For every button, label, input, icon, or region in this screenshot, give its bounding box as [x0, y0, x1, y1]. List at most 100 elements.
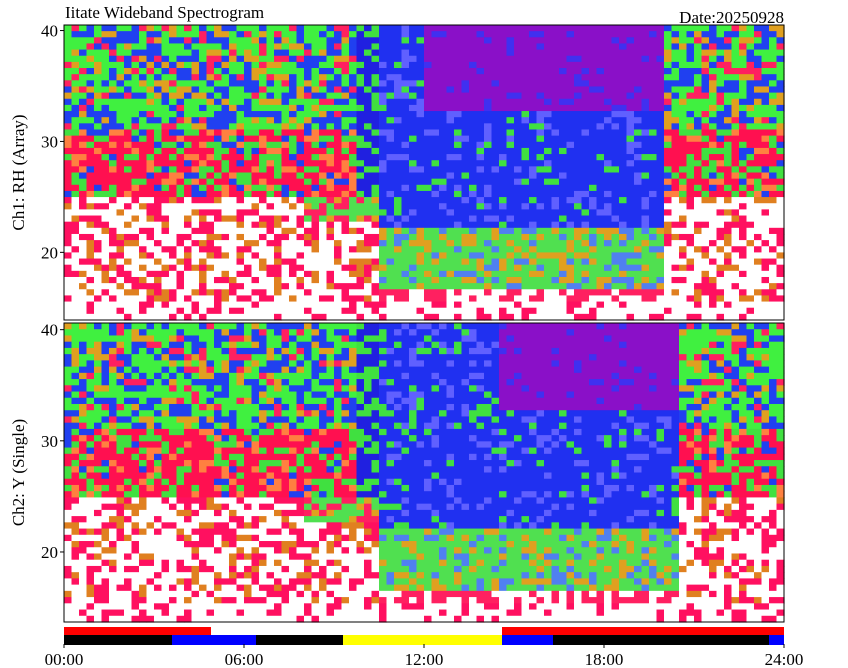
- spectrogram-cell: [754, 209, 763, 217]
- spectrogram-cell: [296, 43, 305, 51]
- spectrogram-cell: [94, 221, 103, 229]
- spectrogram-cell: [761, 68, 770, 75]
- spectrogram-cell: [589, 283, 598, 290]
- spectrogram-cell: [731, 61, 740, 69]
- spectrogram-cell: [619, 252, 628, 260]
- spectrogram-cell: [251, 203, 260, 210]
- spectrogram-cell: [454, 98, 463, 106]
- spectrogram-cell: [101, 360, 110, 368]
- spectrogram-cell: [124, 135, 133, 143]
- spectrogram-cell: [521, 92, 530, 100]
- spectrogram-cell: [274, 92, 283, 100]
- spectrogram-cell: [124, 258, 133, 266]
- spectrogram-cell: [476, 104, 485, 112]
- spectrogram-cell: [236, 178, 245, 186]
- spectrogram-cell: [259, 221, 268, 229]
- spectrogram-cell: [386, 74, 395, 81]
- spectrogram-cell: [101, 215, 110, 223]
- spectrogram-cell: [446, 209, 455, 217]
- spectrogram-cell: [71, 447, 80, 455]
- spectrogram-cell: [94, 197, 103, 204]
- spectrogram-cell: [701, 49, 710, 57]
- spectrogram-cell: [386, 25, 395, 32]
- spectrogram-cell: [259, 203, 268, 210]
- spectrogram-cell: [709, 252, 718, 260]
- spectrogram-cell: [454, 178, 463, 186]
- spectrogram-cell: [596, 104, 605, 112]
- spectrogram-cell: [701, 80, 710, 88]
- spectrogram-cell: [356, 129, 365, 137]
- spectrogram-cell: [364, 111, 373, 118]
- spectrogram-cell: [169, 68, 178, 75]
- spectrogram-cell: [499, 61, 508, 69]
- spectrogram-cell: [341, 117, 350, 124]
- spectrogram-cell: [596, 55, 605, 63]
- spectrogram-cell: [364, 160, 373, 167]
- spectrogram-cell: [739, 184, 748, 192]
- spectrogram-cell: [484, 166, 493, 174]
- spectrogram-cell: [431, 92, 440, 100]
- spectrogram-cell: [574, 61, 583, 69]
- spectrogram-cell: [251, 233, 260, 241]
- spectrogram-cell: [709, 117, 718, 124]
- spectrogram-cell: [409, 258, 418, 266]
- spectrogram-cell: [266, 276, 275, 284]
- spectrogram-cell: [611, 49, 620, 57]
- spectrogram-cell: [214, 135, 223, 143]
- spectrogram-cell: [349, 86, 358, 94]
- spectrogram-cell: [671, 203, 680, 210]
- spectrogram-cell: [461, 98, 470, 106]
- spectrogram-cell: [371, 98, 380, 106]
- spectrogram-cell: [86, 385, 95, 393]
- spectrogram-cell: [694, 221, 703, 229]
- spectrogram-cell: [746, 307, 755, 315]
- spectrogram-cell: [319, 86, 328, 94]
- spectrogram-cell: [431, 31, 440, 38]
- spectrogram-cell: [709, 92, 718, 100]
- spectrogram-cell: [746, 270, 755, 278]
- spectrogram-cell: [754, 301, 763, 309]
- spectrogram-cell: [679, 233, 688, 241]
- spectrogram-cell: [739, 307, 748, 315]
- spectrogram-cell: [379, 190, 388, 198]
- spectrogram-cell: [214, 215, 223, 223]
- spectrogram-cell: [176, 252, 185, 260]
- spectrogram-cell: [191, 283, 200, 290]
- spectrogram-cell: [161, 209, 170, 217]
- spectrogram-cell: [386, 246, 395, 253]
- spectrogram-cell: [611, 68, 620, 75]
- spectrogram-cell: [409, 203, 418, 210]
- spectrogram-cell: [131, 55, 140, 63]
- spectrogram-cell: [694, 295, 703, 303]
- spectrogram-cell: [154, 80, 163, 88]
- spectrogram-cell: [701, 190, 710, 198]
- spectrogram-cell: [724, 147, 733, 155]
- spectrogram-cell: [214, 221, 223, 229]
- spectrogram-cell: [476, 61, 485, 69]
- spectrogram-cell: [641, 61, 650, 69]
- spectrogram-cell: [641, 264, 650, 272]
- spectrogram-cell: [356, 227, 365, 235]
- spectrogram-cell: [296, 221, 305, 229]
- spectrogram-cell: [71, 264, 80, 272]
- spectrogram-cell: [334, 258, 343, 266]
- spectrogram-cell: [131, 147, 140, 155]
- spectrogram-cell: [364, 135, 373, 143]
- spectrogram-cell: [116, 68, 125, 75]
- spectrogram-cell: [491, 160, 500, 167]
- spectrogram-cell: [341, 43, 350, 51]
- spectrogram-cell: [476, 166, 485, 174]
- spectrogram-cell: [619, 221, 628, 229]
- spectrogram-cell: [401, 135, 410, 143]
- spectrogram-cell: [199, 240, 208, 247]
- spectrogram-cell: [686, 215, 695, 223]
- spectrogram-cell: [274, 154, 283, 161]
- spectrogram-cell: [116, 209, 125, 217]
- spectrogram-cell: [551, 270, 560, 278]
- spectrogram-cell: [589, 172, 598, 180]
- spectrogram-cell: [424, 215, 433, 223]
- spectrogram-cell: [619, 295, 628, 303]
- spectrogram-cell: [184, 135, 193, 143]
- spectrogram-cell: [86, 25, 95, 32]
- spectrogram-cell: [394, 227, 403, 235]
